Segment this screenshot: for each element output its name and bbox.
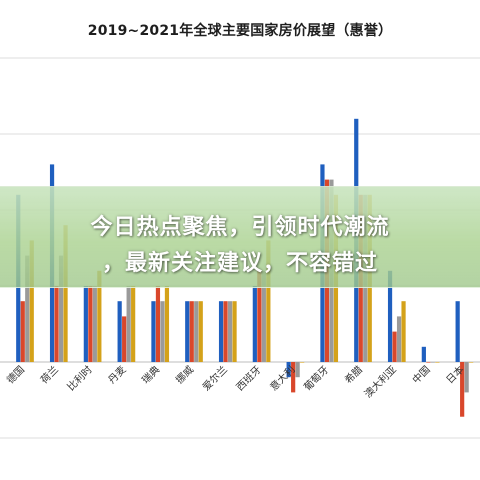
bar	[469, 362, 474, 363]
bar	[20, 301, 25, 362]
chart-title: 2019~2021年全球主要国家房价展望（惠誉）	[87, 23, 393, 39]
bar	[194, 301, 199, 362]
bar	[29, 240, 34, 362]
x-tick-label: 西班牙	[234, 364, 264, 394]
bar	[54, 286, 59, 362]
banner-line-1: 今日热点聚焦，引领时代潮流	[90, 215, 390, 240]
x-tick-label: 葡萄牙	[301, 363, 331, 393]
bar	[291, 362, 296, 393]
bar	[295, 362, 300, 378]
bar	[164, 286, 170, 362]
bar	[455, 301, 460, 362]
bar	[286, 362, 291, 378]
promo-banner: 今日热点聚焦，引领时代潮流 ，最新关注建议，不容错过	[0, 186, 480, 288]
bar	[257, 270, 262, 362]
bar	[189, 301, 194, 362]
bar	[426, 362, 431, 363]
bar	[266, 240, 271, 362]
bar	[131, 286, 136, 362]
bar	[392, 331, 397, 362]
bar	[430, 362, 435, 363]
bar	[464, 362, 469, 393]
x-tick-label: 爱尔兰	[200, 363, 230, 393]
bar	[126, 286, 131, 362]
bar	[63, 225, 68, 362]
bar	[97, 270, 102, 362]
bar	[218, 301, 224, 362]
bar	[261, 270, 266, 362]
bar	[151, 301, 156, 362]
banner-line-2: ，最新关注建议，不容错过	[101, 251, 378, 276]
bar	[387, 270, 393, 362]
bar	[117, 301, 122, 362]
x-tick-label: 希腊	[342, 363, 365, 386]
bar	[198, 301, 203, 362]
bar	[122, 316, 127, 362]
bar	[223, 301, 228, 362]
bar	[185, 301, 190, 362]
bar	[435, 362, 440, 363]
bar	[232, 301, 237, 362]
bar	[155, 286, 161, 362]
x-tick-label: 瑞典	[139, 363, 162, 386]
bar	[401, 301, 406, 362]
bar	[160, 301, 165, 362]
x-tick-label: 丹麦	[106, 364, 129, 387]
x-tick-label: 德国	[4, 363, 27, 386]
x-tick-label: 荷兰	[38, 363, 61, 386]
bar	[300, 362, 305, 363]
bar	[25, 255, 30, 362]
bar	[460, 362, 465, 417]
bar	[88, 286, 93, 362]
x-tick-label: 比利时	[65, 364, 95, 394]
bar	[58, 255, 64, 362]
bar	[421, 346, 426, 362]
x-tick-label: 挪威	[173, 363, 196, 386]
bar	[396, 316, 402, 362]
bar	[83, 286, 88, 362]
x-tick-label: 中国	[409, 363, 432, 386]
bar	[92, 286, 97, 362]
x-tick-label: 澳大利亚	[361, 363, 398, 400]
bar	[252, 286, 257, 362]
bar	[227, 301, 233, 362]
